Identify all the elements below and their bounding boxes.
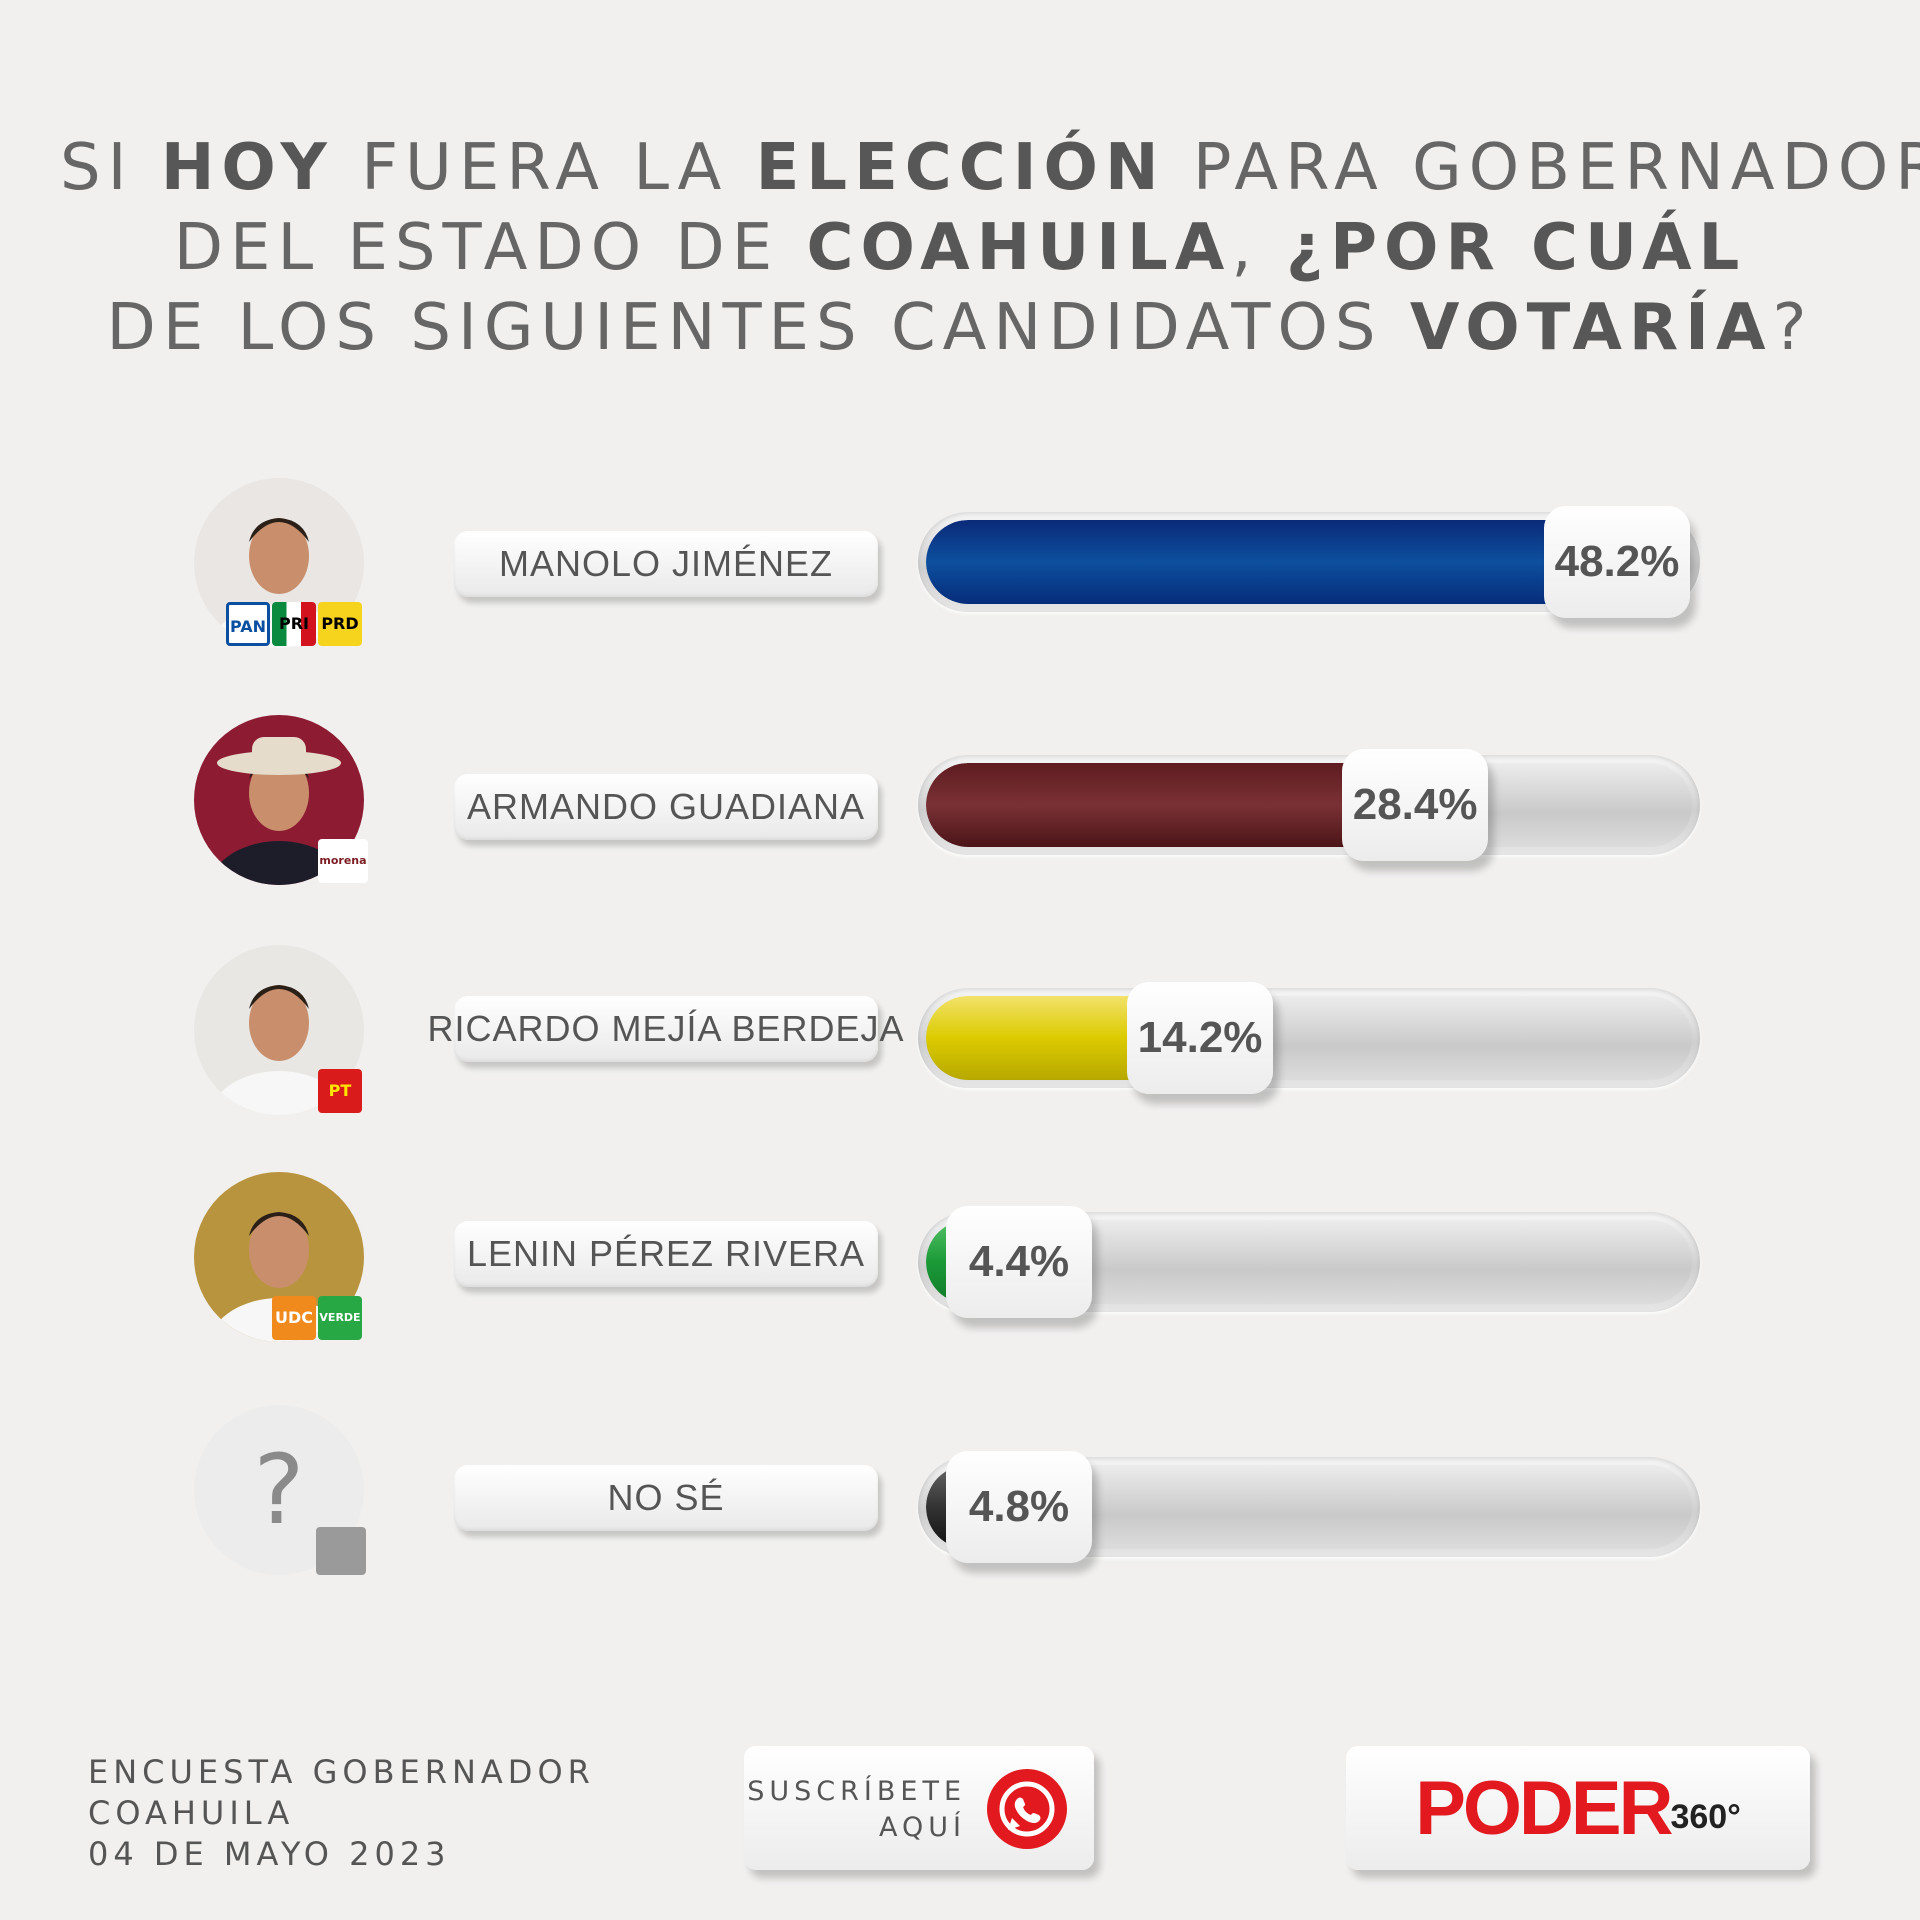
- survey-date: 04 DE MAYO 2023: [88, 1835, 451, 1873]
- bar-track: 4.4%: [918, 1206, 1700, 1318]
- title-text: PARA GOBERNADOR: [1165, 131, 1920, 205]
- prd-party-logo: PRD: [318, 602, 362, 646]
- no-party-badge: [316, 1527, 366, 1575]
- brand-main: PODER: [1415, 1765, 1673, 1851]
- bar-track: 4.8%: [918, 1451, 1700, 1563]
- bar-fill: [926, 520, 1656, 604]
- subscribe-label: SUSCRÍBETE: [747, 1776, 966, 1807]
- question-mark-icon: ?: [253, 1434, 305, 1546]
- chart-title: SI HOY FUERA LA ELECCIÓN PARA GOBERNADOR…: [60, 128, 1920, 368]
- bar-value-label: 4.8%: [946, 1451, 1092, 1563]
- title-emphasis: HOY: [160, 131, 334, 205]
- candidate-name-label: MANOLO JIMÉNEZ: [454, 531, 878, 597]
- candidate-photo: [194, 715, 364, 885]
- bar-value-label: 28.4%: [1342, 749, 1489, 861]
- bar-track: 14.2%: [918, 982, 1700, 1094]
- title-text: DE LOS SIGUIENTES CANDIDATOS: [106, 291, 1410, 365]
- survey-caption-line: COAHUILA: [88, 1794, 295, 1832]
- poder360-logo: PODER 360°: [1346, 1746, 1810, 1870]
- pt-party-logo: PT: [318, 1069, 362, 1113]
- whatsapp-icon[interactable]: [986, 1768, 1068, 1850]
- title-text: ?: [1772, 291, 1814, 365]
- unknown-avatar: ?: [194, 1405, 364, 1575]
- candidate-name-label: ARMANDO GUADIANA: [454, 774, 878, 840]
- title-text: ,: [1231, 211, 1286, 285]
- title-emphasis: COAHUILA: [806, 211, 1232, 285]
- bar-track: 28.4%: [918, 749, 1700, 861]
- morena-party-logo: morena: [318, 839, 368, 883]
- bar-value-label: 4.4%: [946, 1206, 1092, 1318]
- subscribe-label-2: AQUÍ: [879, 1812, 966, 1843]
- bar-fill: [926, 763, 1357, 847]
- pri-party-logo: PRI: [272, 602, 316, 646]
- title-line-1: SI HOY FUERA LA ELECCIÓN PARA GOBERNADOR: [60, 128, 1920, 208]
- bar-value-label: 14.2%: [1127, 982, 1274, 1094]
- survey-caption: ENCUESTA GOBERNADOR COAHUILA 04 DE MAYO …: [88, 1752, 595, 1875]
- candidate-name-label: RICARDO MEJÍA BERDEJA: [427, 996, 904, 1062]
- verde-party-logo: VERDE: [318, 1296, 362, 1340]
- bar-track: 48.2%: [918, 506, 1700, 618]
- survey-caption-line: ENCUESTA GOBERNADOR: [88, 1753, 595, 1791]
- title-text: FUERA LA: [333, 131, 756, 205]
- brand-suffix: 360°: [1670, 1797, 1741, 1836]
- title-text: SI: [60, 131, 161, 205]
- title-emphasis: ¿POR CUÁL: [1286, 211, 1747, 285]
- title-emphasis: VOTARÍA: [1409, 291, 1773, 365]
- bar-fill: [926, 996, 1142, 1080]
- title-emphasis: ELECCIÓN: [755, 131, 1166, 205]
- title-text: DEL ESTADO DE: [173, 211, 807, 285]
- bar-value-label: 48.2%: [1544, 506, 1690, 618]
- pan-party-logo: PAN: [226, 602, 270, 646]
- udc-party-logo: UDC: [272, 1296, 316, 1340]
- title-line-3: DE LOS SIGUIENTES CANDIDATOS VOTARÍA?: [60, 288, 1860, 368]
- subscribe-button[interactable]: SUSCRÍBETE AQUÍ: [744, 1746, 1094, 1870]
- candidate-name-label: LENIN PÉREZ RIVERA: [454, 1221, 878, 1287]
- title-line-2: DEL ESTADO DE COAHUILA, ¿POR CUÁL: [60, 208, 1860, 288]
- candidate-name-label: NO SÉ: [454, 1465, 878, 1531]
